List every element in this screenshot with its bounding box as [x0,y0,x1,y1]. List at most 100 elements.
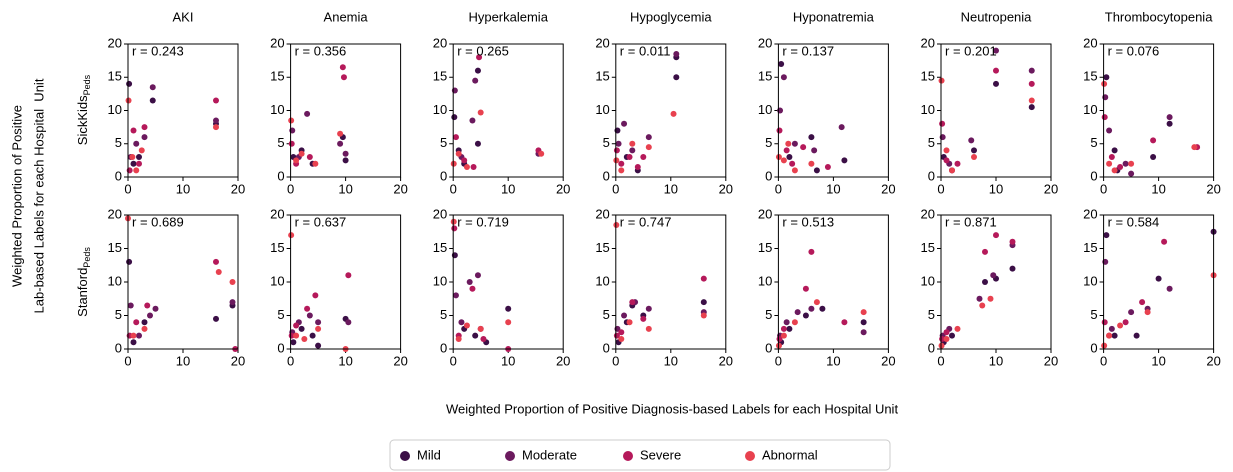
y-axis-label: Lab-based Labels for each Hospital Unit [31,78,46,313]
y-tick-label: 15 [270,69,284,84]
point [126,80,133,87]
y-tick-label: 0 [765,168,772,183]
point [298,150,305,157]
y-tick-label: 0 [115,168,122,183]
axes-frame [452,43,564,178]
point [1101,114,1108,121]
point [982,248,988,255]
point [645,144,652,151]
point [626,154,633,161]
point [288,140,295,147]
point [141,325,148,332]
x-tick-label: 10 [1151,181,1165,196]
point [802,285,809,292]
point [452,134,459,141]
point [976,295,983,302]
point [304,305,311,312]
legend-label: Abnormal [762,447,818,462]
point [813,299,820,306]
point [1117,322,1124,329]
legend-marker [505,451,515,461]
point [315,325,322,332]
point [474,272,481,279]
y-tick-label: 10 [1083,102,1097,117]
y-tick-label: 15 [758,69,772,84]
y-tick-label: 5 [277,135,284,150]
axes-frame [777,214,889,350]
point [794,309,801,316]
point [1106,160,1113,167]
point [860,309,867,316]
annotation: r = 0.356 [295,43,347,58]
point [943,147,950,154]
point [136,332,142,339]
point [786,154,793,161]
point [298,325,305,332]
y-tick-label: 0 [1090,168,1097,183]
point [824,164,831,171]
y-tick-label: 10 [595,102,609,117]
y-axis-label: Weighted Proportion of Positive [9,105,24,287]
point [785,140,792,147]
point [505,305,512,312]
point [971,154,977,161]
point [1122,319,1129,326]
point [1139,299,1146,306]
y-tick-label: 10 [921,102,935,117]
point [455,335,462,342]
point [1101,319,1108,326]
point [954,325,961,332]
point [802,312,809,319]
y-tick-label: 0 [765,340,772,355]
point [775,342,782,349]
point [309,332,316,339]
y-tick-label: 20 [595,35,609,50]
x-tick-label: 10 [176,353,190,368]
y-tick-label: 15 [595,69,609,84]
point [130,332,137,339]
point [147,312,153,319]
annotation: r = 0.076 [1108,43,1160,58]
point [993,232,999,239]
point [452,292,459,299]
panel-title: Hypoglycemia [630,9,712,24]
point [775,154,782,161]
point [127,302,134,309]
point [315,342,322,349]
y-tick-label: 5 [1090,135,1097,150]
y-tick-label: 15 [433,69,447,84]
panel-title: Hyperkalemia [468,9,548,24]
point [618,329,625,336]
y-tick-label: 5 [765,307,772,322]
point [1122,160,1129,167]
x-tick-label: 10 [501,353,515,368]
panel-title: AKI [173,9,194,24]
point [451,114,458,121]
point [1161,238,1168,245]
y-tick-label: 0 [928,340,935,355]
x-tick-label: 10 [1151,353,1165,368]
x-tick-label: 0 [124,181,131,196]
point [993,80,999,87]
y-tick-label: 10 [270,273,284,288]
y-tick-label: 5 [115,307,122,322]
panel-title: Neutropenia [961,9,1033,24]
point [776,127,783,134]
x-tick-label: 20 [1044,181,1058,196]
point [808,248,815,255]
x-tick-label: 0 [775,353,782,368]
point [1028,97,1035,104]
point [340,74,347,81]
x-tick-label: 10 [989,181,1003,196]
axes-frame [127,43,239,178]
axes-frame [940,214,1052,350]
point [640,154,647,161]
y-tick-label: 10 [758,273,772,288]
point [152,305,159,312]
point [450,160,457,167]
point [1155,275,1162,282]
axes-frame [1103,214,1215,350]
x-tick-label: 0 [287,353,294,368]
point [1028,80,1035,87]
point [306,312,313,319]
